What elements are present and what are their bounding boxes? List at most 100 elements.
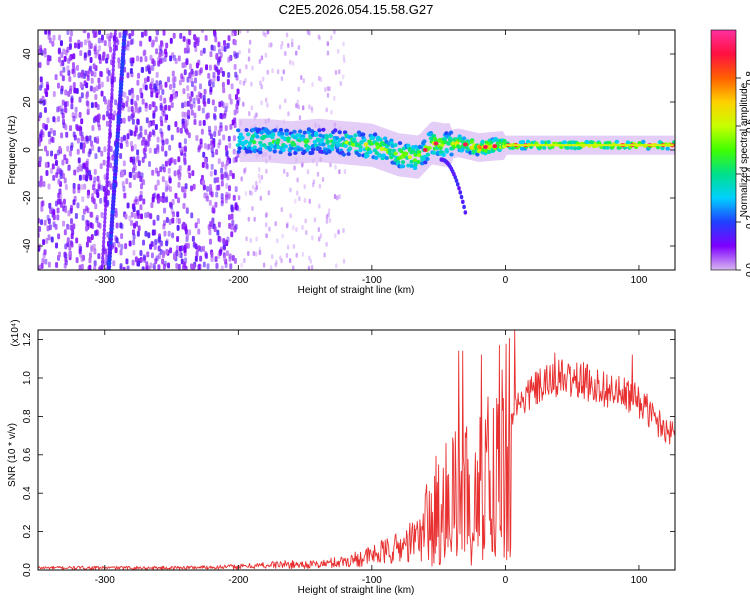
faint-speckle	[259, 80, 262, 86]
signal-point	[375, 145, 380, 150]
noise-speckle	[182, 221, 186, 228]
noise-speckle	[114, 99, 118, 106]
noise-speckle	[170, 102, 174, 109]
noise-speckle	[97, 37, 101, 44]
noise-speckle	[45, 169, 49, 176]
noise-speckle	[217, 253, 221, 260]
noise-speckle	[122, 185, 126, 192]
faint-speckle	[301, 224, 304, 230]
signal-point	[291, 142, 297, 147]
noise-speckle	[220, 167, 224, 174]
noise-speckle	[136, 118, 140, 125]
noise-speckle	[215, 148, 219, 155]
noise-speckle	[139, 250, 143, 257]
signal-point	[358, 148, 363, 153]
noise-speckle	[141, 66, 145, 73]
noise-speckle	[220, 200, 224, 207]
faint-speckle	[238, 50, 241, 56]
faint-speckle	[323, 252, 326, 258]
noise-speckle	[79, 81, 83, 88]
noise-speckle	[217, 142, 221, 149]
noise-speckle	[178, 142, 182, 149]
noise-speckle	[225, 250, 229, 257]
noise-speckle	[226, 174, 230, 181]
noise-speckle	[151, 119, 155, 126]
noise-speckle	[169, 201, 173, 208]
signal-point	[510, 145, 516, 150]
noise-speckle	[82, 142, 86, 149]
streak-point	[104, 199, 108, 205]
noise-speckle	[158, 51, 162, 58]
noise-speckle	[200, 30, 204, 34]
faint-speckle	[278, 104, 282, 110]
noise-speckle	[69, 145, 73, 152]
noise-speckle	[199, 49, 203, 56]
noise-speckle	[126, 96, 130, 103]
faint-speckle	[318, 183, 322, 189]
noise-speckle	[235, 103, 239, 110]
noise-speckle	[41, 200, 45, 207]
noise-speckle	[86, 109, 90, 116]
noise-speckle	[85, 241, 89, 248]
faint-speckle	[304, 218, 307, 224]
faint-speckle	[242, 101, 245, 107]
faint-speckle	[291, 42, 294, 48]
snr-y-tick-label: 0.4	[22, 486, 33, 500]
noise-speckle	[52, 129, 56, 136]
noise-speckle	[50, 136, 54, 143]
noise-speckle	[156, 136, 160, 143]
faint-speckle	[274, 262, 277, 268]
faint-speckle	[248, 48, 251, 54]
noise-speckle	[85, 175, 89, 182]
noise-speckle	[159, 102, 163, 109]
noise-speckle	[210, 163, 214, 170]
noise-speckle	[190, 91, 194, 98]
streak-point	[106, 151, 111, 157]
faint-speckle	[285, 252, 289, 258]
faint-speckle	[298, 196, 301, 202]
faint-speckle	[303, 184, 306, 190]
signal-point	[321, 142, 326, 147]
faint-speckle	[270, 42, 273, 48]
noise-speckle	[219, 67, 223, 74]
streak-point	[107, 139, 111, 145]
noise-speckle	[81, 196, 85, 203]
noise-speckle	[113, 110, 117, 117]
noise-speckle	[149, 83, 153, 90]
noise-speckle	[177, 55, 181, 62]
noise-speckle	[229, 263, 233, 270]
noise-speckle	[66, 46, 70, 53]
faint-speckle	[266, 102, 269, 108]
noise-speckle	[130, 106, 134, 113]
noise-speckle	[163, 207, 167, 214]
signal-point	[495, 138, 500, 143]
noise-speckle	[134, 127, 138, 134]
streak-point	[104, 187, 109, 193]
noise-speckle	[162, 30, 166, 36]
signal-peak-point	[422, 148, 428, 152]
noise-speckle	[230, 231, 234, 238]
noise-speckle	[106, 33, 110, 40]
noise-speckle	[153, 148, 157, 155]
noise-speckle	[214, 36, 218, 43]
faint-speckle	[325, 218, 329, 224]
colorbar-tick-label: 0.8	[745, 71, 750, 85]
noise-speckle	[205, 192, 209, 199]
noise-speckle	[56, 166, 60, 173]
noise-speckle	[167, 105, 171, 112]
faint-speckle	[240, 176, 243, 182]
faint-speckle	[268, 226, 271, 232]
faint-speckle	[318, 203, 321, 209]
faint-speckle	[337, 229, 340, 235]
noise-speckle	[225, 102, 229, 109]
noise-speckle	[87, 151, 91, 158]
signal-point	[425, 156, 430, 161]
signal-point	[469, 139, 474, 144]
noise-speckle	[100, 212, 104, 219]
noise-speckle	[94, 153, 98, 160]
noise-speckle	[178, 174, 182, 181]
noise-speckle	[168, 186, 172, 193]
spectrogram-x-tick-label: 0	[503, 275, 509, 286]
noise-speckle	[171, 198, 175, 205]
noise-speckle	[51, 163, 55, 170]
